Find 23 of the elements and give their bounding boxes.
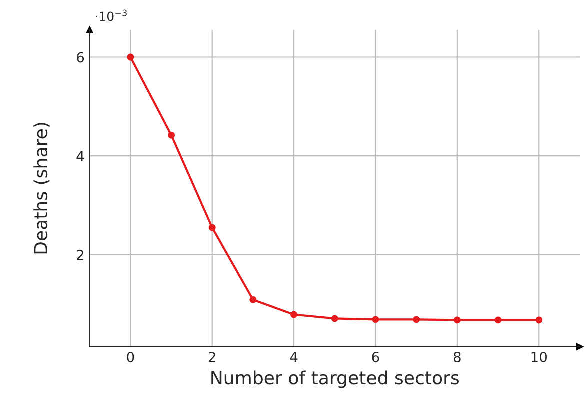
x-tick-label: 0 — [127, 352, 134, 362]
text: ·10$^{−3}$ — [96, 10, 127, 22]
point — [208, 224, 216, 232]
x-tick-label: 2 — [208, 352, 216, 362]
x-tick-label: 4 — [290, 352, 298, 362]
point — [290, 311, 298, 318]
point — [494, 316, 502, 324]
y-tick-label: 6 — [77, 52, 84, 63]
x-tick-label: 6 — [372, 352, 380, 362]
point — [127, 54, 134, 61]
point — [250, 296, 257, 304]
x-tick-label: 10 — [532, 352, 548, 362]
point — [536, 316, 543, 324]
x-axis-title: Number of targeted sectors — [212, 370, 460, 388]
point — [372, 316, 380, 324]
y-tick-label: 4 — [76, 151, 84, 162]
y-axis-title: Deaths (share) — [34, 123, 50, 254]
point — [454, 316, 461, 324]
point — [413, 316, 420, 324]
y-tick-label: 2 — [77, 250, 84, 260]
point — [168, 132, 175, 139]
point — [331, 315, 338, 322]
x-tick-label: 8 — [454, 352, 461, 362]
